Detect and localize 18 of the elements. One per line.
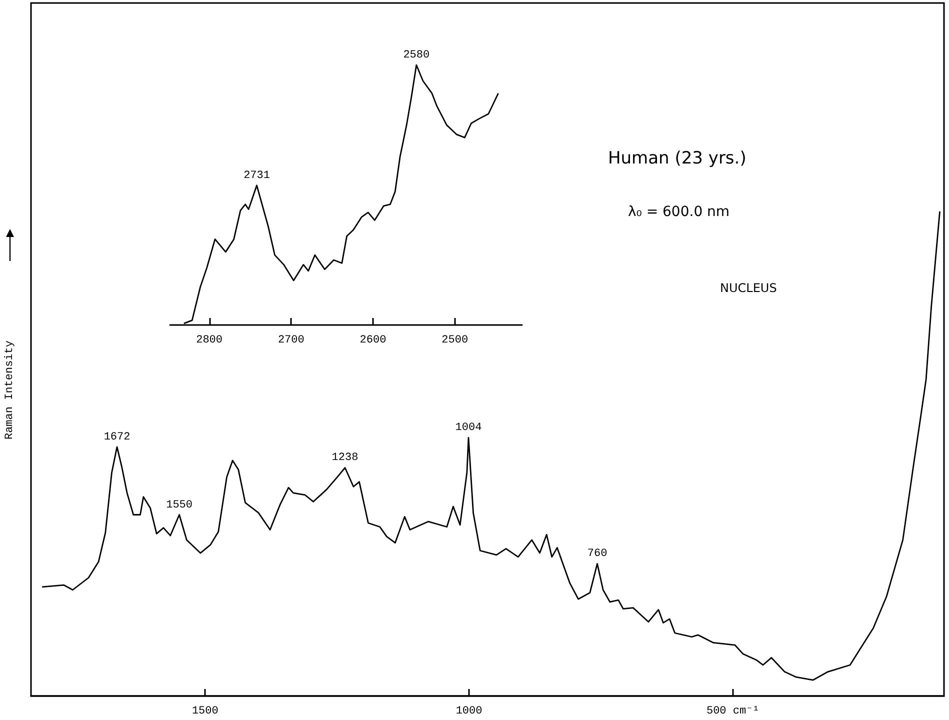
annotation: NUCLEUS <box>720 281 777 295</box>
annotation: 1004 <box>455 422 482 434</box>
y-axis-title: Raman Intensity <box>4 340 16 440</box>
x-tick-label: 2600 <box>360 334 386 346</box>
annotation: λ₀ = 600.0 nm <box>628 204 730 220</box>
annotation: 760 <box>587 548 608 560</box>
x-tick-label: 1500 <box>192 706 218 718</box>
x-tick-label: 1000 <box>456 706 482 718</box>
x-tick-label: 2700 <box>278 334 304 346</box>
annotation: 2580 <box>403 50 430 62</box>
annotation: 1238 <box>332 452 358 464</box>
text: Human (23 yrs.) <box>608 148 746 168</box>
x-tick-label: 500 cm⁻¹ <box>706 706 760 718</box>
annotation: 1550 <box>166 499 192 512</box>
x-tick-label: 2500 <box>442 334 468 346</box>
x-tick-label: 2800 <box>196 334 222 346</box>
annotation: 1672 <box>104 431 130 444</box>
annotation: 2731 <box>244 170 270 182</box>
